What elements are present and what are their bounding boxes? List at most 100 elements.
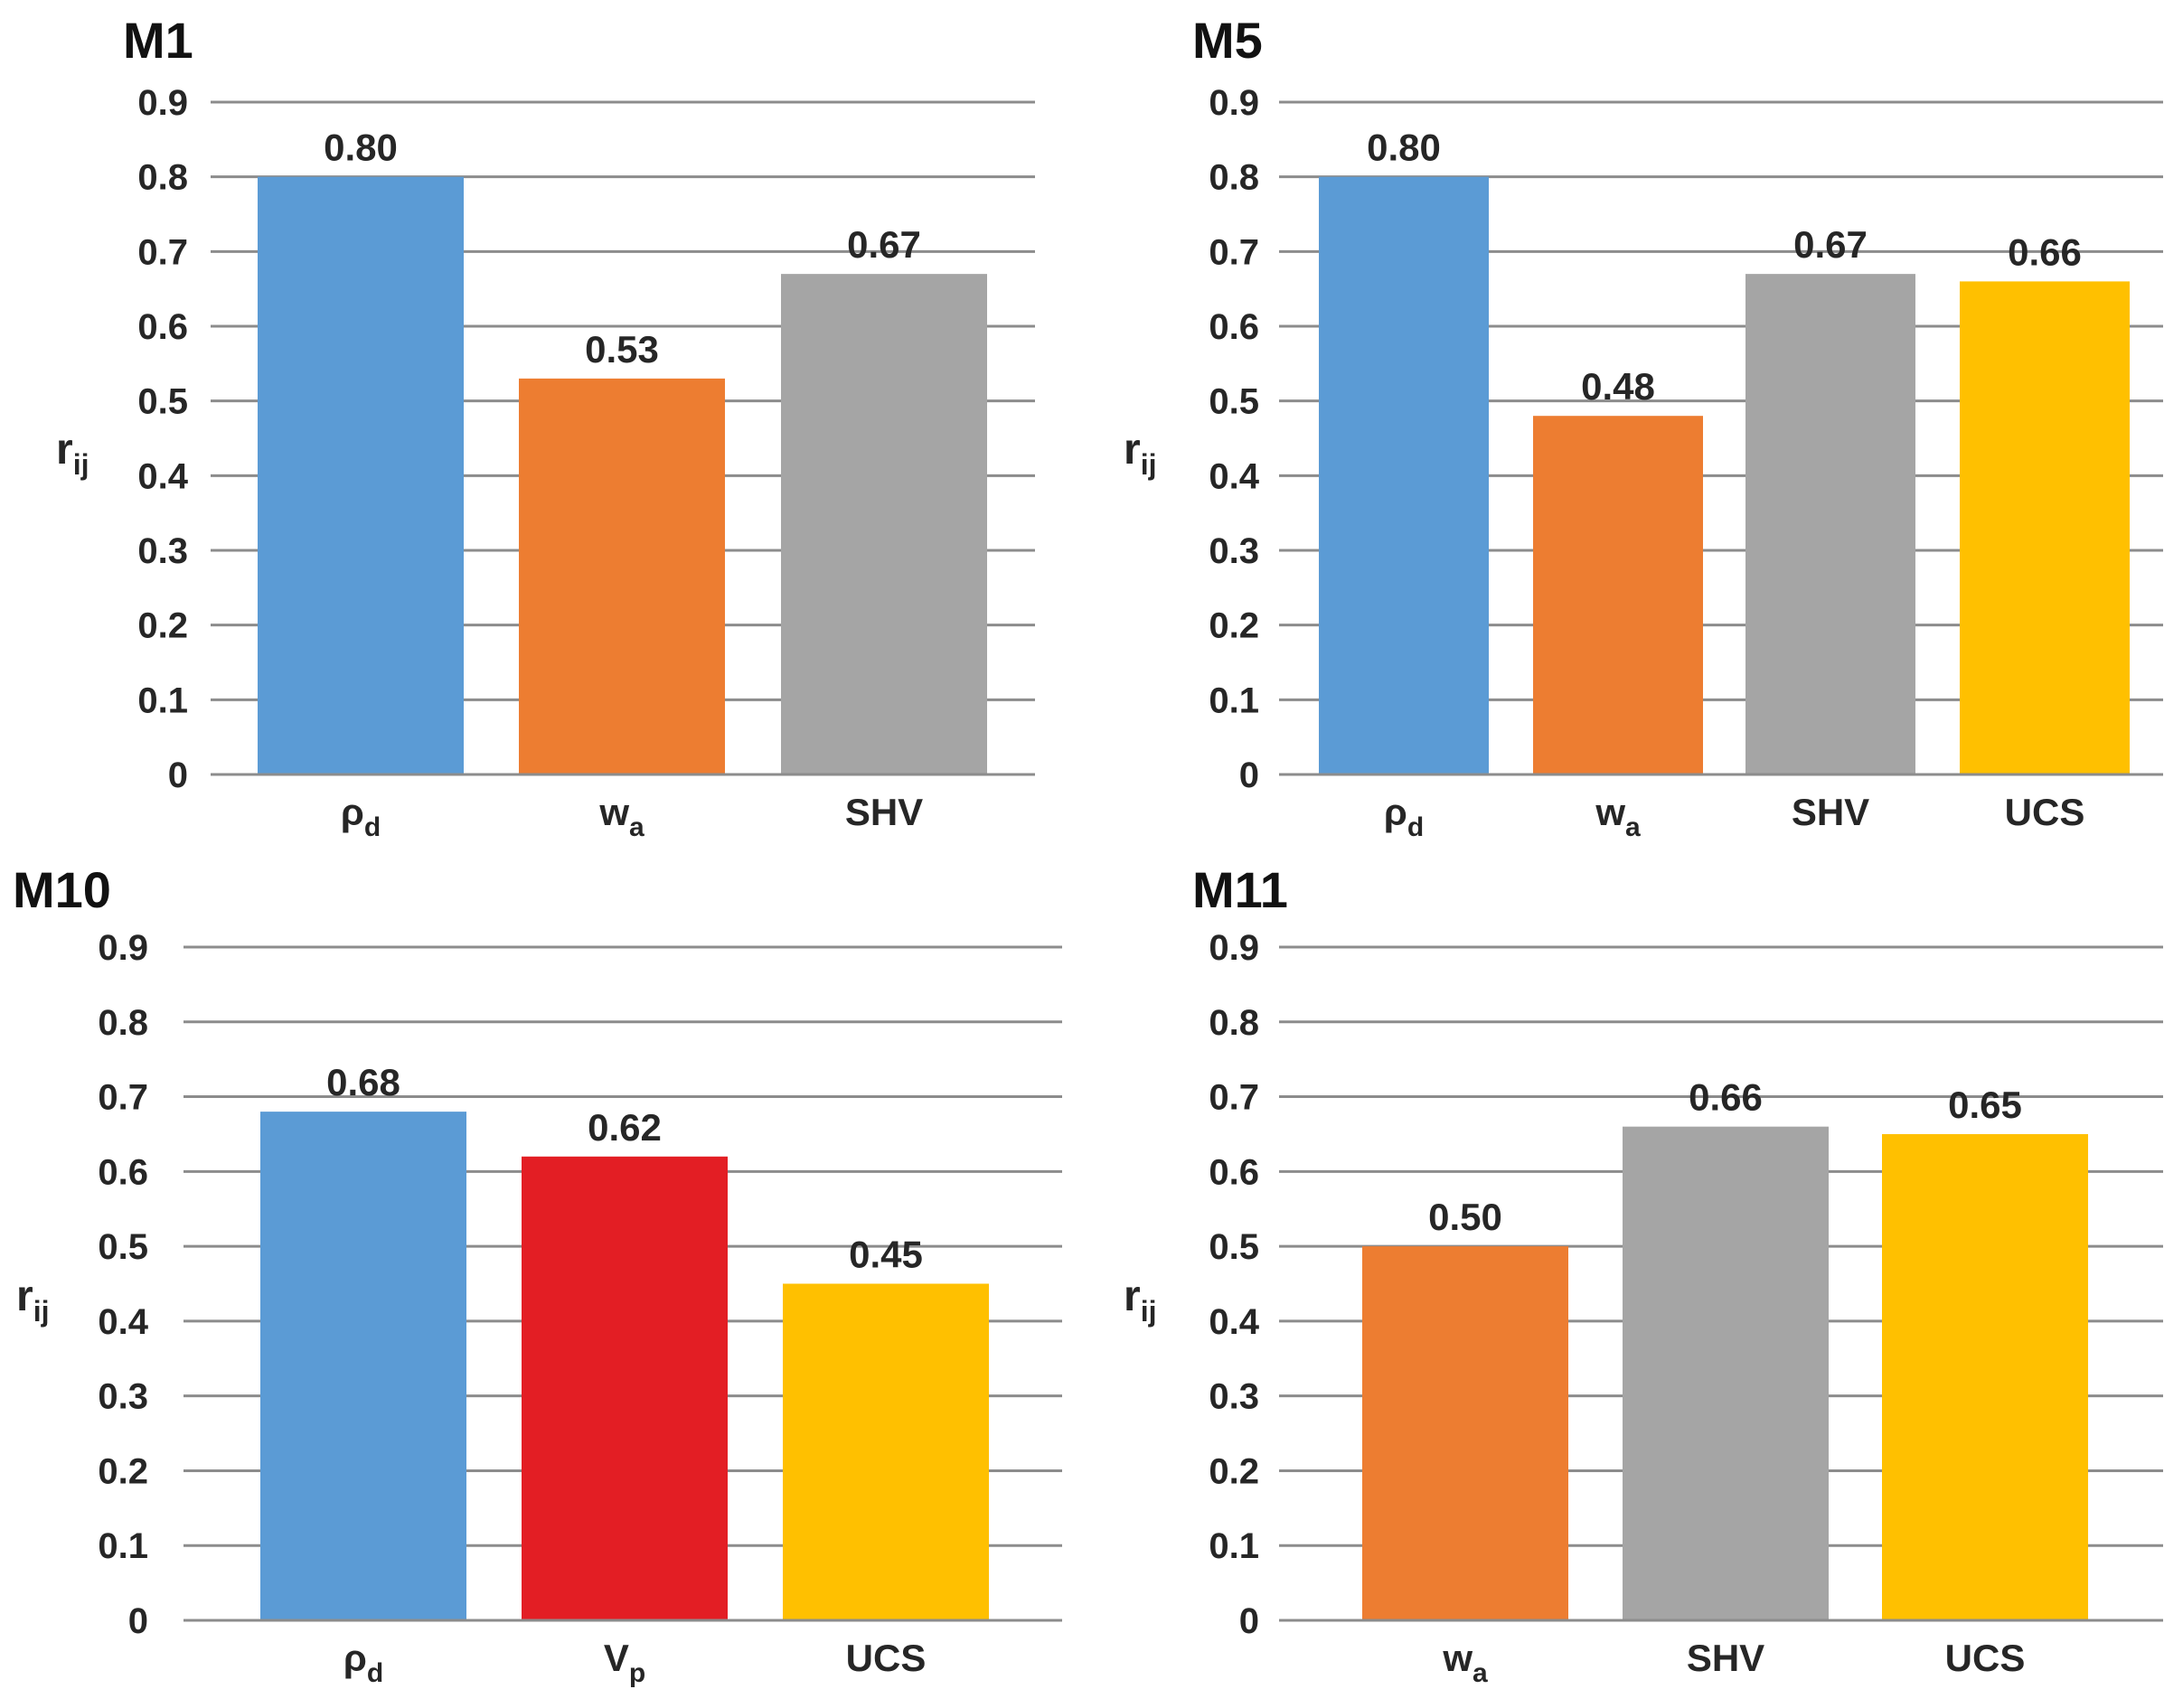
y-tick-label: 0.8: [1209, 1003, 1259, 1043]
chart-panel-m10: M10 0 0.1 0.2 0.3 0.4 0.5 0.6 0.7 0.8 0.9 rij 0.68 ρd…: [13, 861, 1062, 1688]
y-tick-label: 0.7: [1209, 1078, 1259, 1118]
chart-title: M5: [1192, 12, 1263, 69]
x-category-label-main: ρ: [1384, 791, 1407, 833]
y-tick-label: 0.2: [98, 1451, 148, 1491]
x-category-label: SHV: [1687, 1637, 1764, 1679]
x-category-label-sub: a: [1473, 1658, 1488, 1688]
chart-panel-m5: M5 0 0.1 0.2 0.3 0.4 0.5 0.6 0.7 0.8 0.9 rij 0.80 ρd 0…: [1124, 12, 2163, 842]
y-tick-label: 0.8: [137, 158, 188, 198]
x-category-label: Vp: [604, 1637, 645, 1688]
y-tick-label: 0.2: [1209, 1451, 1259, 1491]
y-tick-label: 0.6: [1209, 307, 1259, 347]
y-tick-label: 0.9: [98, 928, 148, 968]
y-axis-label: rij: [1124, 426, 1156, 481]
x-category-label-main: UCS: [2005, 791, 2085, 833]
y-tick-label: 0.6: [137, 307, 188, 347]
x-category-label-sub: d: [364, 812, 381, 842]
y-axis-label-main: r: [1124, 426, 1141, 474]
bar: [1623, 1126, 1829, 1620]
y-tick-label: 0.8: [98, 1003, 148, 1043]
x-category-label-main: UCS: [846, 1637, 927, 1679]
y-tick-label: 0: [128, 1601, 148, 1641]
x-category-label: UCS: [846, 1637, 927, 1679]
y-axis-label: rij: [56, 426, 89, 481]
y-tick-label: 0.7: [1209, 232, 1259, 272]
y-tick-label: 0.3: [1209, 1377, 1259, 1417]
x-category-label-main: V: [604, 1637, 629, 1679]
x-category-label-main: ρ: [343, 1637, 367, 1679]
x-category-label-main: ρ: [341, 791, 364, 833]
x-category-label: ρd: [343, 1637, 383, 1688]
x-category-label-sub: p: [629, 1658, 645, 1688]
y-tick-label: 0.1: [98, 1526, 148, 1566]
y-tick-label: 0.6: [1209, 1152, 1259, 1192]
bar: [1882, 1133, 2088, 1620]
y-tick-label: 0.5: [98, 1227, 148, 1267]
y-tick-label: 0.5: [1209, 382, 1259, 422]
x-category-label: wa: [1442, 1637, 1488, 1688]
y-axis-label-sub: ij: [73, 448, 89, 481]
bar: [258, 176, 464, 774]
y-tick-label: 0.5: [137, 382, 188, 422]
x-category-label-sub: a: [629, 812, 645, 842]
chart-title: M11: [1192, 861, 1288, 918]
x-category-label-main: w: [1595, 791, 1625, 833]
bar: [519, 378, 725, 774]
y-axis-label: rij: [1124, 1272, 1156, 1328]
y-tick-label: 0.4: [98, 1302, 148, 1342]
bar: [1960, 281, 2130, 774]
bar: [1745, 274, 1915, 775]
x-category-label: wa: [1595, 791, 1641, 842]
chart-panel-m1: M1 0 0.1 0.2 0.3 0.4 0.5 0.6 0.7 0.8 0.9 rij 0.80 ρd 0…: [56, 12, 1035, 842]
y-tick-label: 0: [168, 755, 188, 795]
y-tick-label: 0.9: [1209, 928, 1259, 968]
y-tick-label: 0.9: [1209, 83, 1259, 123]
x-category-label: SHV: [1792, 791, 1869, 833]
chart-title: M1: [123, 12, 193, 69]
y-axis-label-sub: ij: [33, 1295, 50, 1328]
x-category-label-main: SHV: [1687, 1637, 1764, 1679]
y-tick-label: 0.9: [137, 83, 188, 123]
bar: [781, 274, 987, 775]
data-label: 0.53: [585, 328, 659, 371]
data-label: 0.48: [1581, 365, 1655, 408]
bar: [260, 1112, 466, 1620]
x-category-label: wa: [598, 791, 645, 842]
bar: [1362, 1246, 1568, 1620]
x-category-label-main: UCS: [1945, 1637, 2026, 1679]
x-category-label-sub: d: [1407, 812, 1424, 842]
data-label: 0.80: [324, 127, 398, 169]
chart-title: M10: [13, 861, 111, 918]
y-tick-label: 0: [1239, 1601, 1259, 1641]
data-label: 0.80: [1367, 127, 1441, 169]
y-tick-label: 0.3: [137, 531, 188, 571]
y-tick-label: 0.1: [1209, 1526, 1259, 1566]
x-category-label-sub: a: [1625, 812, 1641, 842]
y-tick-label: 0.3: [98, 1377, 148, 1417]
chart-panel-m11: M11 0 0.1 0.2 0.3 0.4 0.5 0.6 0.7 0.8 0.9 rij 0.50 wa…: [1124, 861, 2163, 1688]
y-tick-label: 0.5: [1209, 1227, 1259, 1267]
x-category-label-main: SHV: [1792, 791, 1869, 833]
data-label: 0.66: [1689, 1076, 1763, 1119]
y-tick-label: 0.3: [1209, 531, 1259, 571]
data-label: 0.65: [1948, 1084, 2022, 1126]
y-tick-label: 0.7: [137, 232, 188, 272]
x-category-label: UCS: [1945, 1637, 2026, 1679]
x-category-label: ρd: [1384, 791, 1424, 842]
x-category-label-main: w: [598, 791, 629, 833]
data-label: 0.68: [326, 1061, 400, 1103]
y-tick-label: 0.2: [137, 606, 188, 646]
y-tick-label: 0.1: [137, 680, 188, 720]
y-tick-label: 0: [1239, 755, 1259, 795]
bar: [522, 1156, 728, 1620]
data-label: 0.67: [1793, 223, 1868, 266]
y-tick-label: 0.6: [98, 1152, 148, 1192]
x-category-label: SHV: [845, 791, 923, 833]
x-category-label: ρd: [341, 791, 381, 842]
data-label: 0.66: [2008, 230, 2082, 273]
y-tick-label: 0.4: [137, 456, 188, 496]
y-axis-label-main: r: [16, 1272, 33, 1320]
data-label: 0.45: [849, 1234, 923, 1276]
y-axis-label-main: r: [56, 426, 73, 474]
